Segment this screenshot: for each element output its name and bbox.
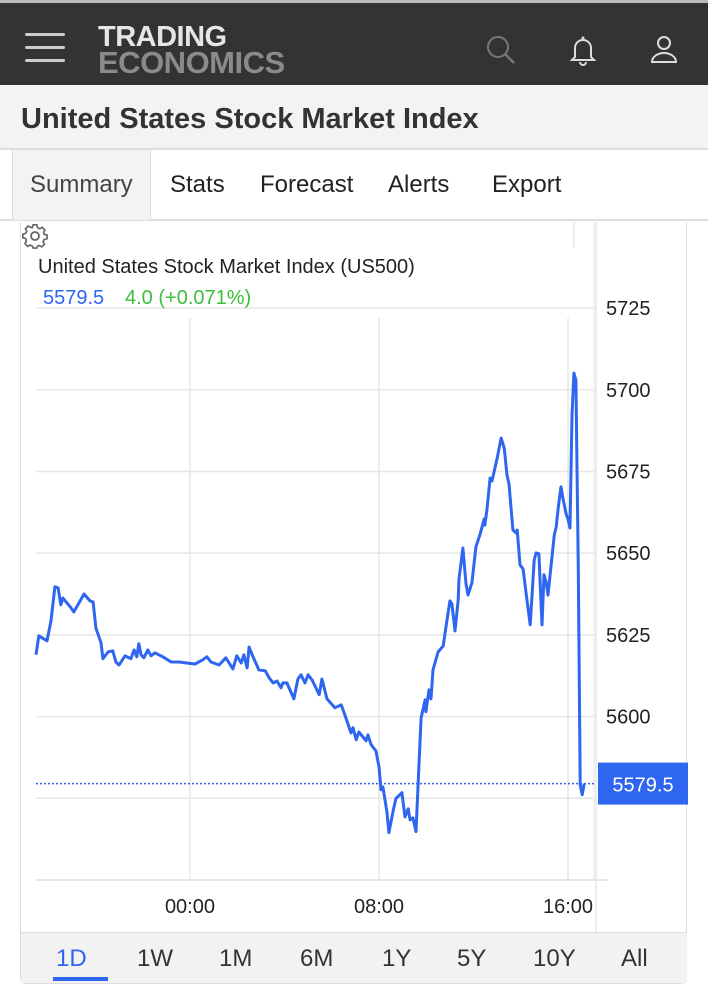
- range-selector: 1D 1W 1M 6M 1Y 5Y 10Y All: [21, 932, 687, 983]
- title-bar: United States Stock Market Index: [0, 85, 708, 150]
- price-line: [34, 371, 586, 835]
- range-10y[interactable]: 10Y: [533, 945, 576, 972]
- logo-line1: TRADING: [98, 21, 227, 53]
- range-all[interactable]: All: [621, 945, 648, 972]
- tab-alerts[interactable]: Alerts: [388, 171, 450, 198]
- active-range-indicator: [53, 977, 108, 981]
- app-header: TRADING ECONOMICS: [0, 3, 708, 85]
- price-change: 4.0 (+0.071%): [125, 287, 252, 309]
- menu-icon[interactable]: [25, 33, 65, 63]
- y-tick-label: 5625: [606, 625, 651, 647]
- x-tick-label: 16:00: [543, 896, 593, 918]
- y-tick-label: 5675: [606, 461, 651, 483]
- tab-export[interactable]: Export: [492, 171, 562, 198]
- tab-stats[interactable]: Stats: [170, 171, 225, 198]
- tab-bar: Summary Stats Forecast Alerts Export: [0, 150, 708, 221]
- bell-icon[interactable]: [566, 33, 600, 67]
- range-1w[interactable]: 1W: [137, 945, 173, 972]
- y-tick-label: 5600: [606, 707, 651, 729]
- tab-summary[interactable]: Summary: [12, 150, 151, 220]
- gear-icon[interactable]: [21, 222, 49, 250]
- last-value-label: 5579.5: [612, 775, 673, 797]
- range-5y[interactable]: 5Y: [457, 945, 487, 972]
- search-icon[interactable]: [484, 33, 518, 67]
- range-1m[interactable]: 1M: [219, 945, 253, 972]
- chart-title: United States Stock Market Index (US500): [38, 256, 415, 278]
- logo-line2: ECONOMICS: [98, 45, 285, 80]
- user-icon[interactable]: [647, 33, 681, 67]
- y-tick-label: 5725: [606, 298, 651, 320]
- y-tick-label: 5650: [606, 543, 651, 565]
- range-6m[interactable]: 6M: [300, 945, 334, 972]
- x-tick-label: 00:00: [165, 896, 215, 918]
- tab-forecast[interactable]: Forecast: [260, 171, 354, 198]
- y-tick-label: 5700: [606, 380, 651, 402]
- last-value-tag: [598, 762, 688, 805]
- price-chart[interactable]: 00:00 08:00 16:00 5600 5625 5650 5675 5700 5725 5…: [21, 222, 688, 932]
- page-title: United States Stock Market Index: [21, 103, 479, 135]
- range-1d[interactable]: 1D: [56, 945, 87, 972]
- x-tick-label: 08:00: [354, 896, 404, 918]
- current-price: 5579.5: [43, 287, 105, 309]
- range-1y[interactable]: 1Y: [382, 945, 412, 972]
- status-strip: [0, 0, 708, 3]
- chart-card: 00:00 08:00 16:00 5600 5625 5650 5675 5700 5725 5…: [20, 222, 688, 984]
- logo[interactable]: TRADING ECONOMICS: [98, 21, 285, 80]
